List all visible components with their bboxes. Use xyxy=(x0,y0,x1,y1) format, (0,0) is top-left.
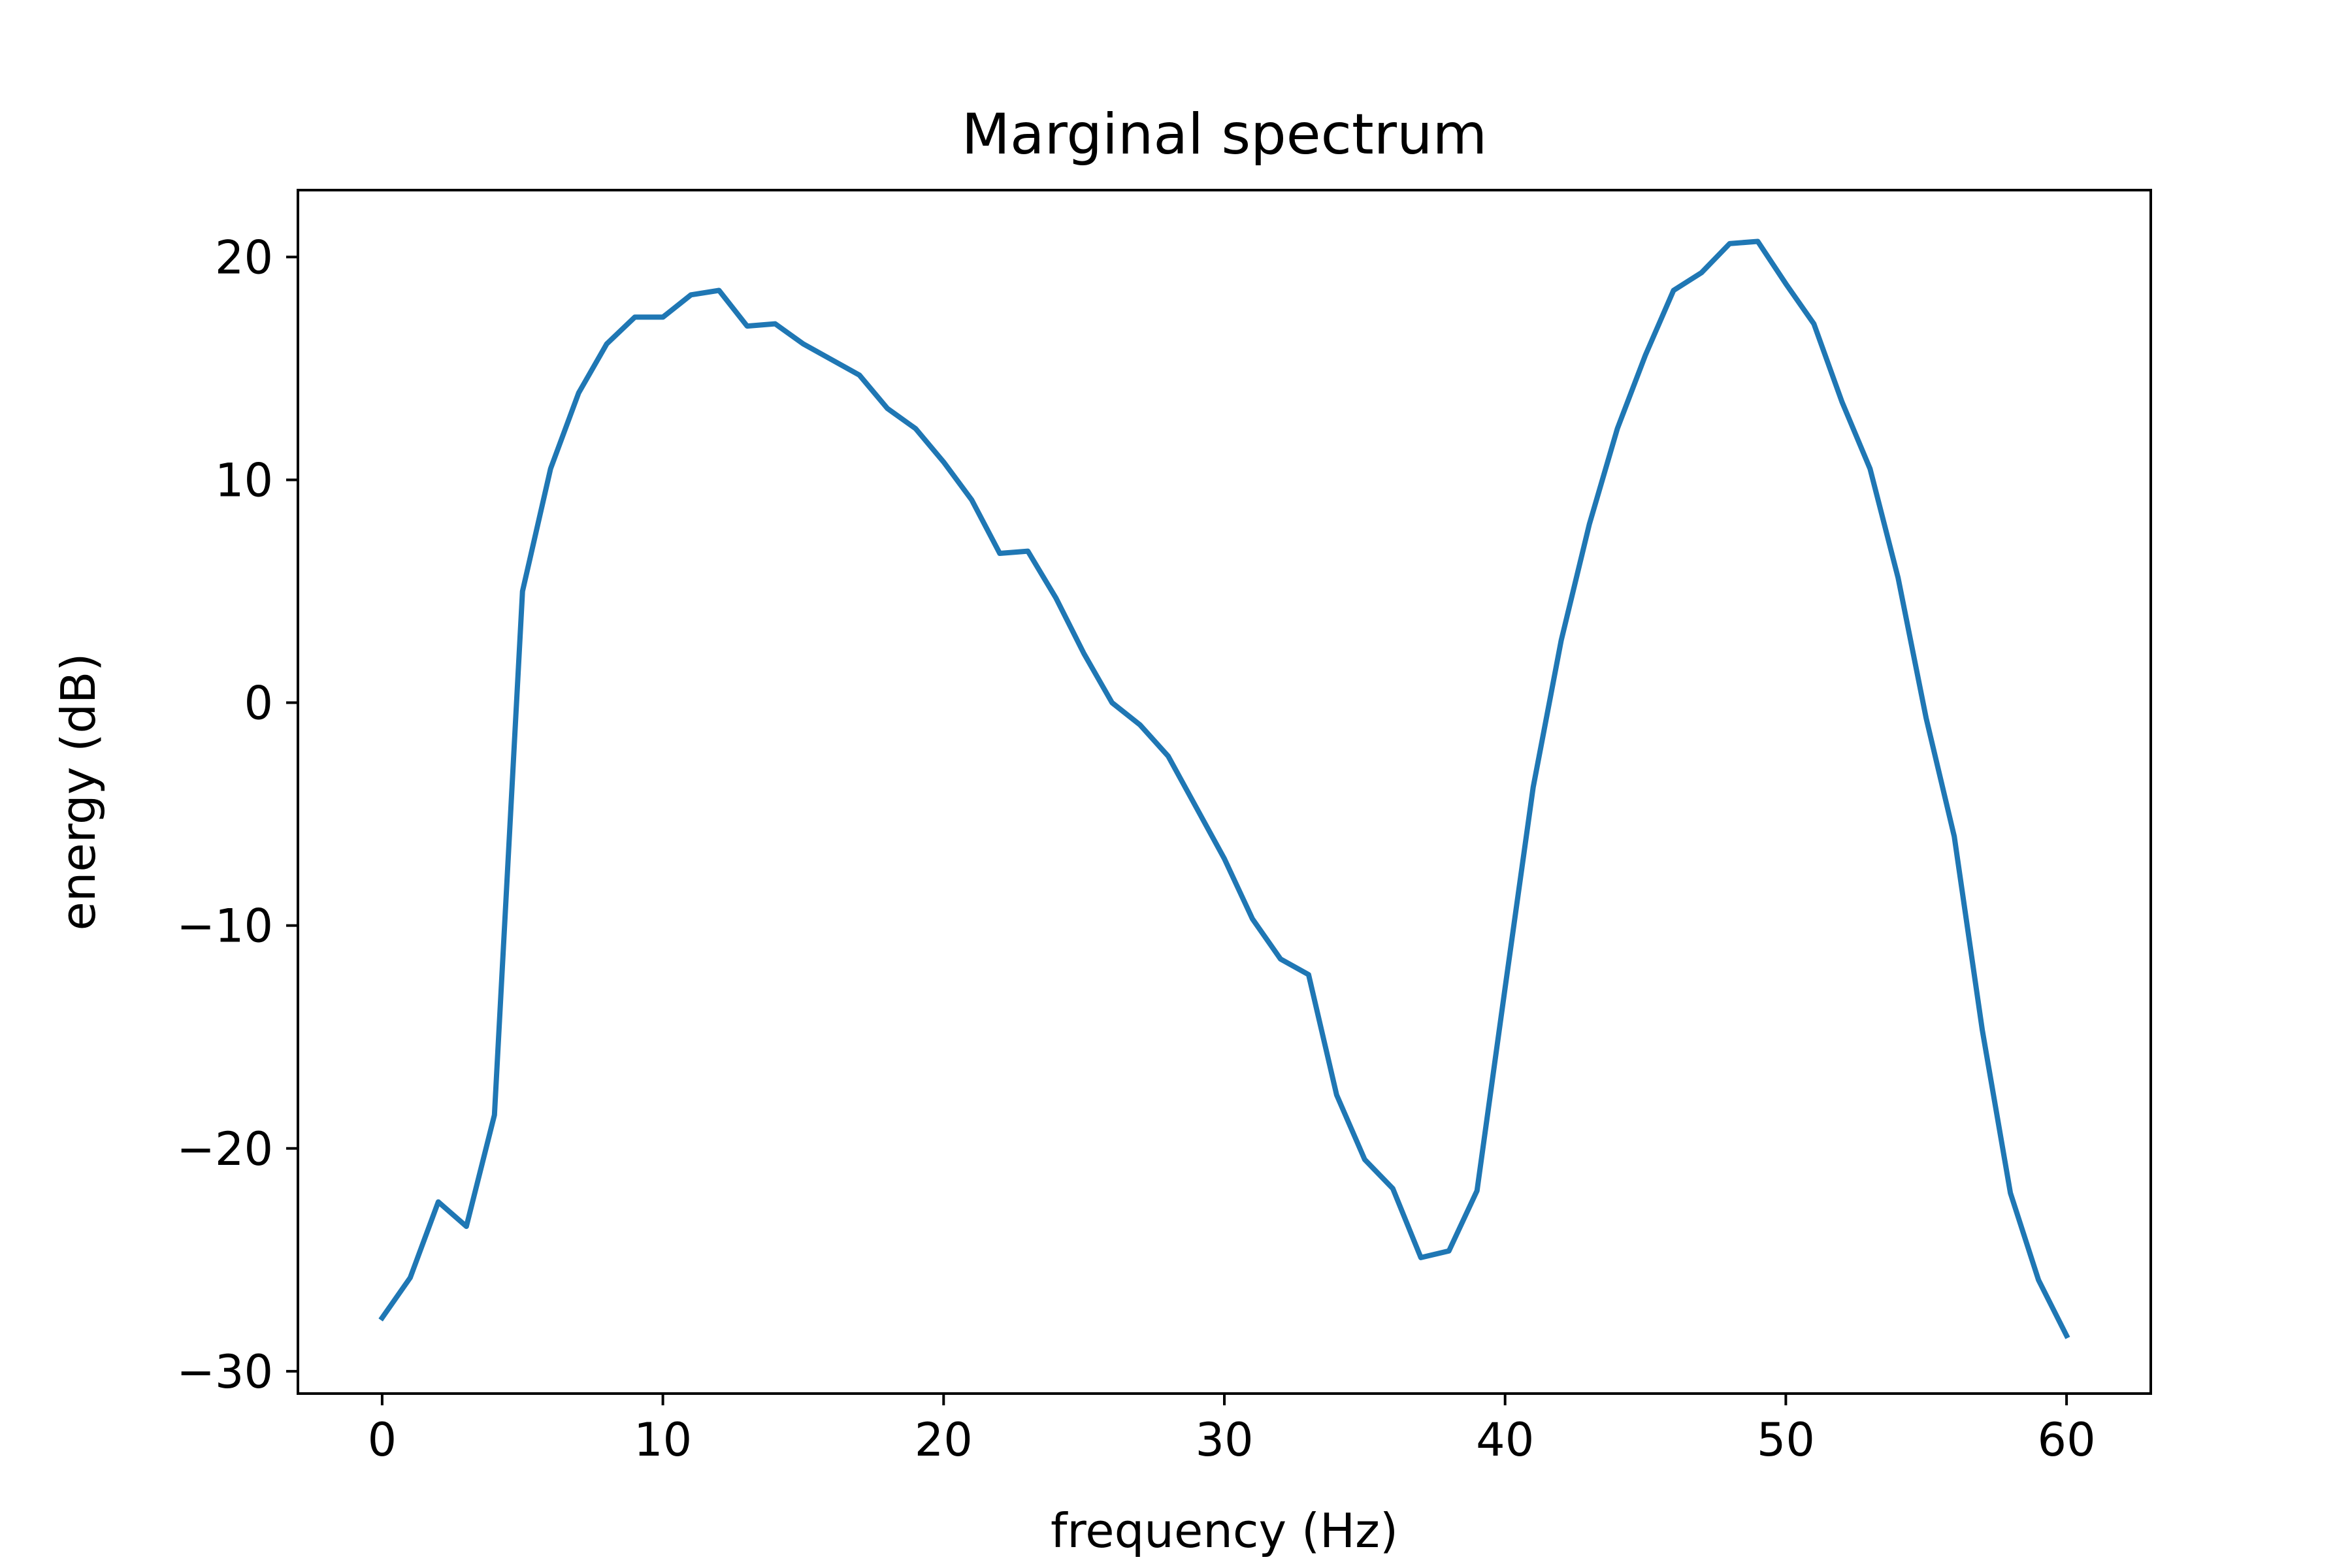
x-tick-label: 50 xyxy=(1757,1413,1815,1467)
x-tick-label: 30 xyxy=(1195,1413,1253,1467)
x-tick-label: 60 xyxy=(2038,1413,2096,1467)
y-tick-label: 0 xyxy=(244,677,273,730)
plot-area: 0 10 20 30 40 50 60 −30 −20 −10 0 10 20 xyxy=(176,189,2152,1467)
x-tick-label: 40 xyxy=(1476,1413,1534,1467)
y-axis-label: energy (dB) xyxy=(51,653,106,930)
x-tick-label: 20 xyxy=(915,1413,973,1467)
y-tick-label: 20 xyxy=(215,231,273,284)
x-tick-label: 0 xyxy=(368,1413,397,1467)
x-axis-label: frequency (Hz) xyxy=(1051,1503,1398,1558)
series-line xyxy=(378,238,2070,1339)
y-tick-label: 10 xyxy=(215,453,273,507)
plot-frame xyxy=(297,189,2152,1395)
y-tick-label: −30 xyxy=(176,1345,273,1399)
y-tick-label: −20 xyxy=(176,1122,273,1176)
x-tick-label: 10 xyxy=(634,1413,692,1467)
chart-title: Marginal spectrum xyxy=(962,102,1488,167)
y-tick-label: −10 xyxy=(176,900,273,953)
